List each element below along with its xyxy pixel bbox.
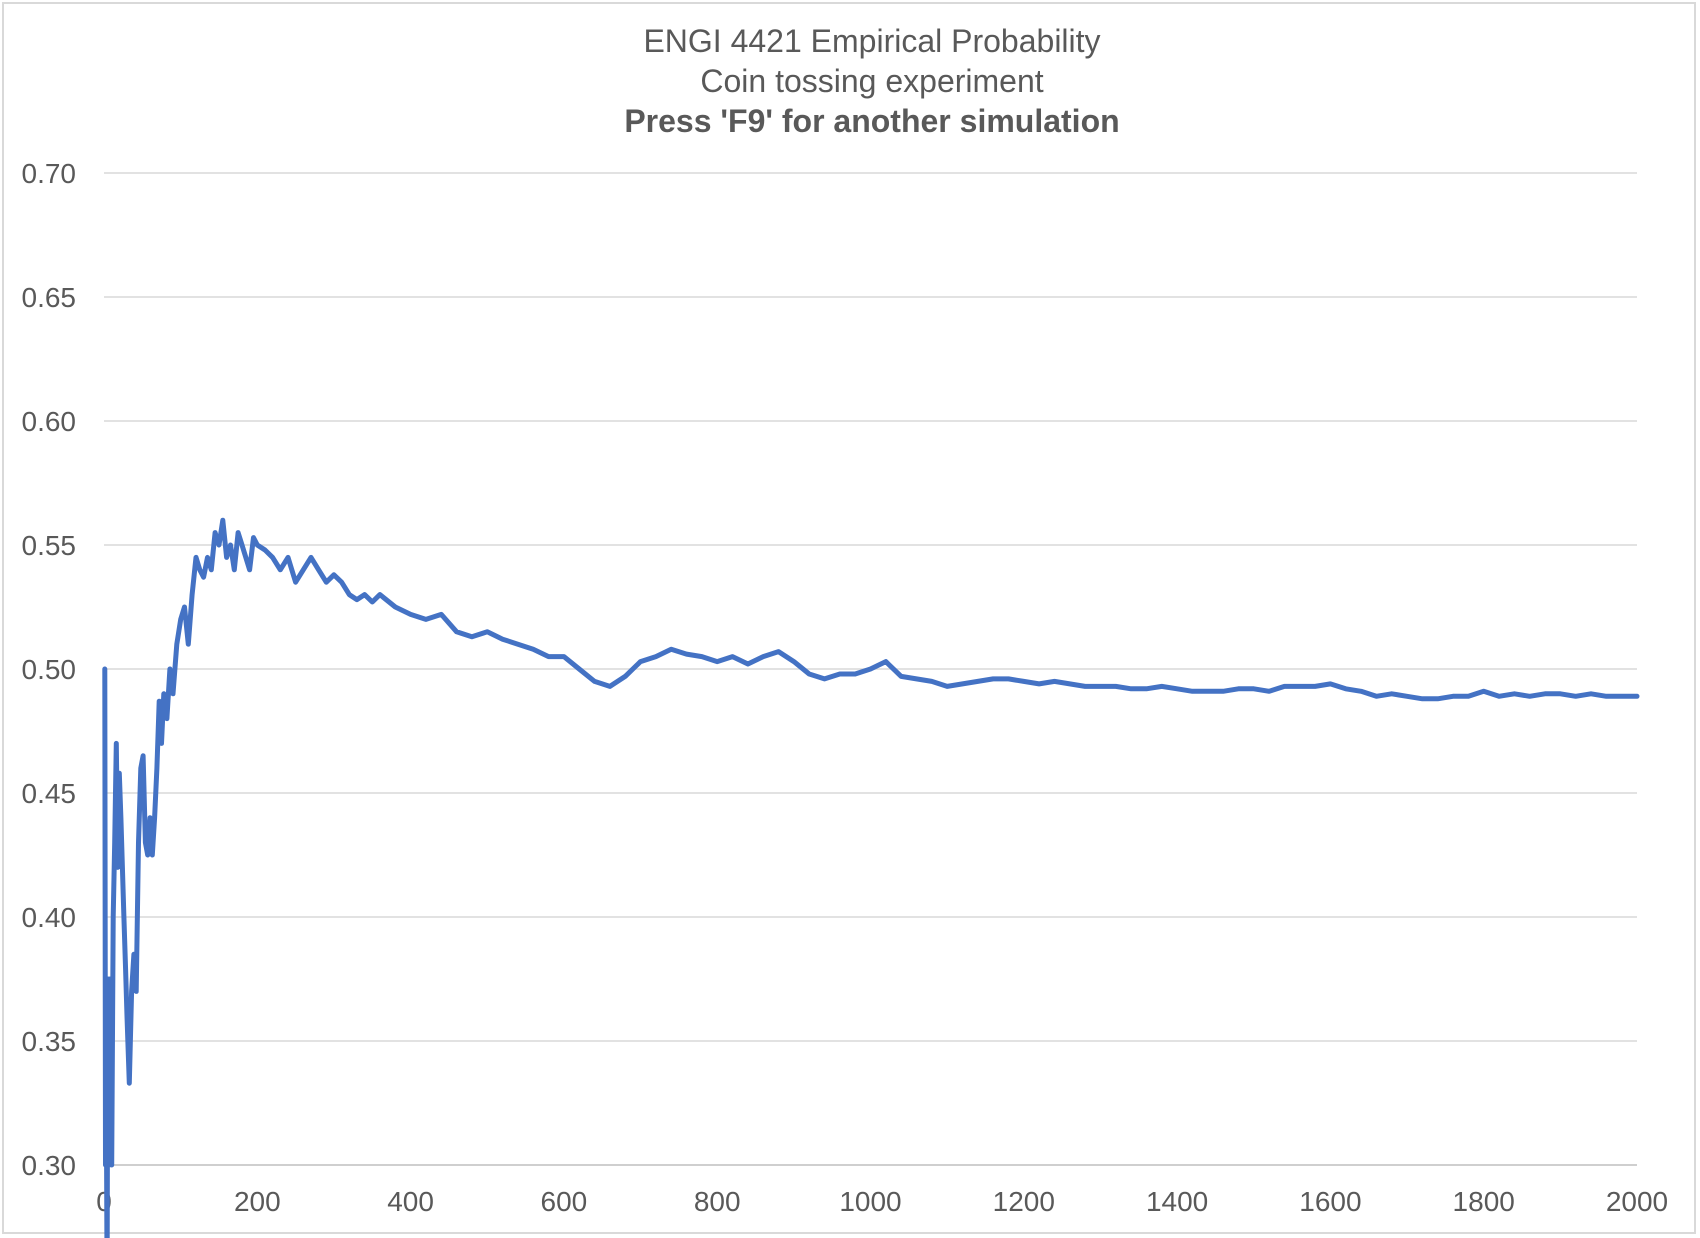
y-axis-tick-labels: 0.30 0.35 0.40 0.45 0.50 0.55 0.60 0.65 0.70 <box>22 158 77 1181</box>
chart-instruction: Press 'F9' for another simulation <box>624 103 1119 139</box>
x-tick-label: 1200 <box>993 1186 1055 1217</box>
y-tick-label: 0.35 <box>22 1026 77 1057</box>
y-tick-label: 0.40 <box>22 902 77 933</box>
x-tick-label: 1600 <box>1299 1186 1361 1217</box>
x-tick-label: 800 <box>694 1186 741 1217</box>
y-tick-label: 0.70 <box>22 158 77 189</box>
x-tick-label: 1400 <box>1146 1186 1208 1217</box>
x-tick-label: 600 <box>541 1186 588 1217</box>
x-tick-label: 1000 <box>839 1186 901 1217</box>
x-axis-tick-labels: 0 200 400 600 800 1000 1200 1400 1600 1800 2000 <box>96 1186 1668 1217</box>
y-tick-label: 0.45 <box>22 778 77 809</box>
y-tick-label: 0.55 <box>22 530 77 561</box>
y-tick-label: 0.60 <box>22 406 77 437</box>
series-layer <box>102 517 1640 1238</box>
chart-subtitle: Coin tossing experiment <box>700 63 1043 99</box>
y-tick-label: 0.50 <box>22 654 77 685</box>
y-tick-label: 0.65 <box>22 282 77 313</box>
x-tick-label: 1800 <box>1453 1186 1515 1217</box>
x-tick-label: 2000 <box>1606 1186 1668 1217</box>
y-tick-label: 0.30 <box>22 1150 77 1181</box>
x-tick-label: 400 <box>387 1186 434 1217</box>
series-line-0 <box>102 517 1640 1238</box>
gridlines <box>104 172 1637 1166</box>
chart-title: ENGI 4421 Empirical Probability <box>643 23 1100 59</box>
x-tick-label: 200 <box>234 1186 281 1217</box>
